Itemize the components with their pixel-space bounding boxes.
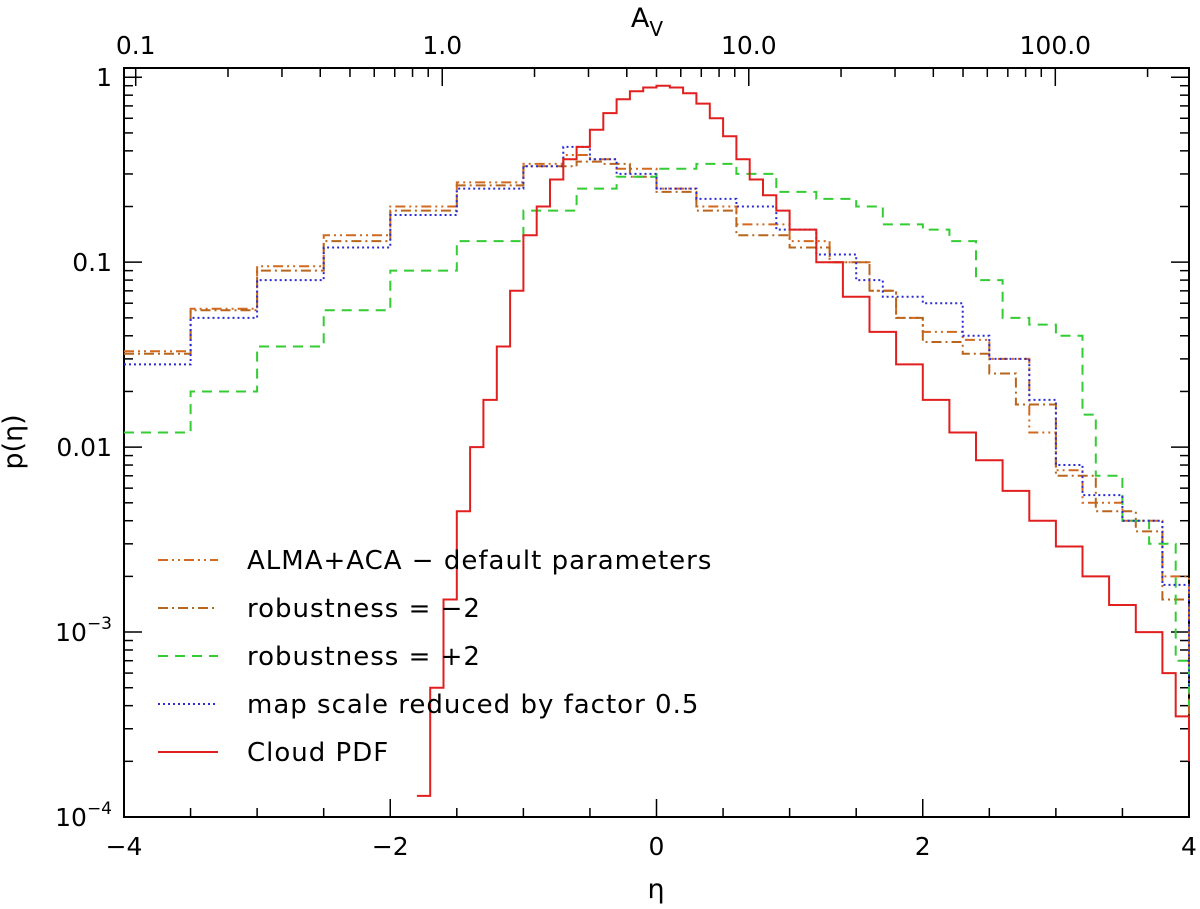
legend-label-3: map scale reduced by factor 0.5 [247, 690, 699, 720]
series-line-1 [124, 160, 1190, 729]
legend: ALMA+ACA − default parameters robustness … [158, 546, 712, 768]
x-tick-label: 0 [649, 832, 665, 861]
y-axis-title: p(η) [0, 414, 29, 469]
legend-label-2: robustness = +2 [247, 642, 481, 672]
top-axis-title: AV [631, 3, 663, 41]
x-tick-label: −2 [372, 832, 409, 861]
legend-label-0: ALMA+ACA − default parameters [247, 546, 712, 576]
top-axis-title-main: A [631, 3, 650, 34]
top-tick-label: 1.0 [422, 31, 462, 60]
series-line-3 [124, 145, 1190, 688]
x-tick-label: 2 [915, 832, 931, 861]
series-line-4 [416, 84, 1190, 797]
series-line-2 [124, 162, 1190, 706]
series-layer [124, 84, 1190, 797]
legend-label-4: Cloud PDF [247, 738, 389, 768]
top-tick-label: 10.0 [721, 31, 777, 60]
legend-label-1: robustness = −2 [247, 594, 481, 624]
y-tick-label: 10−3 [55, 614, 112, 647]
top-axis-title-sub: V [649, 17, 663, 41]
top-tick-label: 100.0 [1020, 31, 1092, 60]
top-tick-label: 0.1 [116, 31, 156, 60]
tick-marks [123, 68, 1190, 818]
x-axis-title: η [647, 874, 664, 905]
y-tick-label: 1 [96, 63, 112, 92]
x-tick-label: −4 [106, 832, 143, 861]
y-tick-label: 0.1 [72, 248, 112, 277]
y-tick-label: 0.01 [56, 433, 112, 462]
x-tick-label: 4 [1181, 832, 1197, 861]
y-tick-label: 10−4 [55, 799, 112, 832]
